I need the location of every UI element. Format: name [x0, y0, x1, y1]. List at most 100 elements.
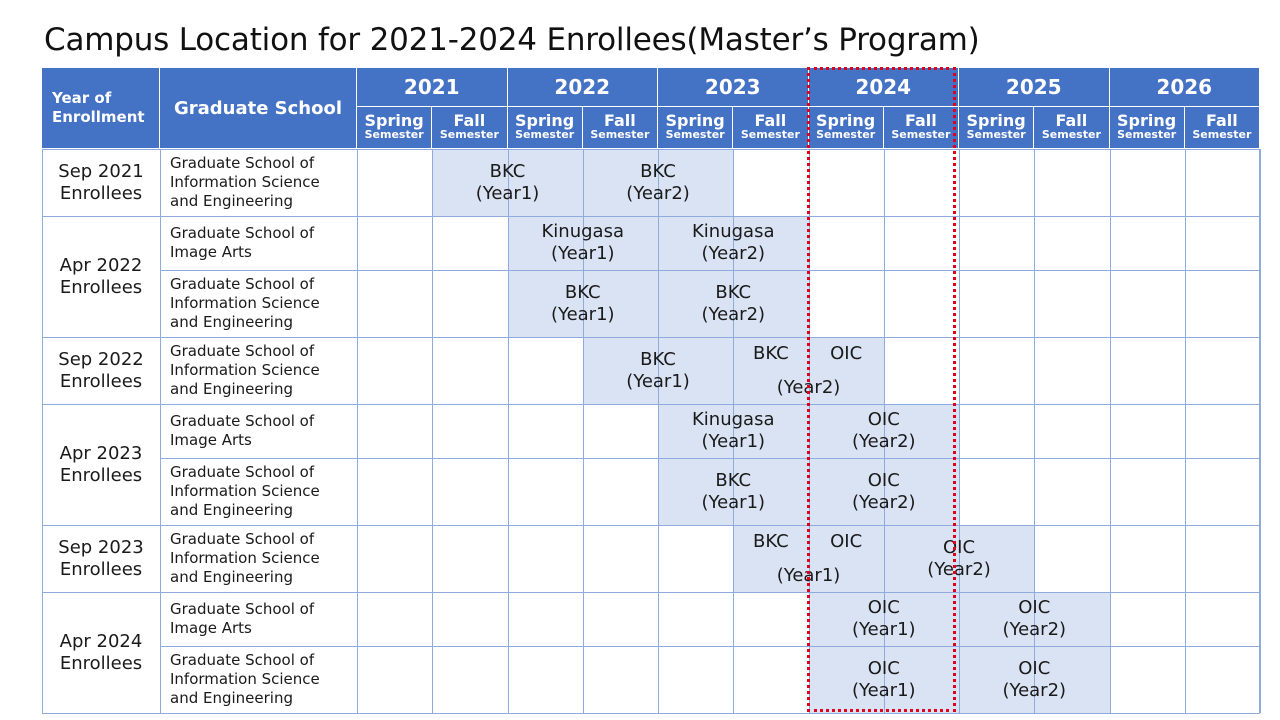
grid-line-horizontal — [42, 592, 1260, 593]
semester-label: Semester — [1192, 127, 1252, 141]
graduate-school-label: Graduate School of Information Science and… — [170, 530, 320, 586]
grid-line-vertical — [959, 149, 960, 713]
header-spring-semester-2024: Spring Semester — [808, 107, 884, 149]
enrollment-group-label: Sep 2021 Enrollees — [58, 160, 144, 204]
highlight-2024-box — [807, 67, 956, 712]
enrollment-group-label: Apr 2024 Enrollees — [59, 630, 143, 674]
semester-label: Semester — [966, 127, 1026, 141]
grid-line-horizontal — [42, 404, 1260, 405]
fall-label: Fall — [1055, 110, 1088, 130]
header-fall-semester-2023: Fall Semester — [733, 107, 809, 149]
page-title: Campus Location for 2021-2024 Enrollees(… — [44, 22, 980, 58]
fall-label: Fall — [904, 110, 937, 130]
grid-line-vertical — [42, 149, 43, 713]
fall-label: Fall — [754, 110, 787, 130]
period-label: BKC (Year1) — [550, 281, 615, 325]
grid-line-horizontal — [42, 337, 1260, 338]
grid-line-horizontal — [42, 149, 1260, 150]
semester-label: Semester — [1041, 127, 1101, 141]
header-year-2025: 2025 — [959, 68, 1110, 107]
campus-location-table: Year of Enrollment Graduate School 2021 Spri… — [42, 68, 1261, 716]
grid-line-vertical — [658, 149, 659, 713]
period-label: BKC (Year2) — [626, 160, 690, 204]
period-label: Kinugasa (Year1) — [541, 221, 625, 264]
header-year-2022: 2022 — [507, 68, 658, 107]
grid-line-vertical — [160, 149, 161, 713]
graduate-school-label: Graduate School of Information Science and… — [170, 275, 320, 331]
grid-line-vertical — [1260, 149, 1261, 713]
grid-line-horizontal — [42, 713, 1260, 714]
grid-line-vertical — [357, 149, 358, 713]
enrollment-group-label: Sep 2022 Enrollees — [58, 348, 144, 392]
header-spring-semester-2021: Spring Semester — [357, 107, 433, 149]
semester-label: Semester — [364, 127, 424, 141]
spring-label: Spring — [665, 110, 725, 130]
header-spring-semester-2022: Spring Semester — [507, 107, 583, 149]
semester-label: Semester — [439, 127, 499, 141]
graduate-school-label: Graduate School of Image Arts — [170, 224, 315, 261]
period-label: BKC (Year2) — [701, 281, 766, 325]
graduate-school-label: Graduate School of Information Science and… — [170, 342, 320, 398]
semester-label: Semester — [740, 127, 800, 141]
spring-label: Spring — [966, 110, 1026, 130]
header-spring-semester-2026: Spring Semester — [1109, 107, 1185, 149]
period-label: OIC (Year1) — [851, 597, 916, 640]
period-label: OIC (Year2) — [1002, 657, 1067, 701]
spring-label: Spring — [816, 110, 876, 130]
enrollment-group-label: Sep 2023 Enrollees — [58, 536, 144, 580]
period-label: BKC — [753, 343, 789, 364]
period-label: Kinugasa (Year2) — [692, 221, 775, 264]
grid-line-vertical — [1109, 149, 1111, 713]
grid-line-vertical — [1184, 149, 1186, 713]
header-fall-semester-2024: Fall Semester — [883, 107, 959, 149]
fall-label: Fall — [1205, 110, 1238, 130]
grid-line-horizontal — [42, 216, 1260, 217]
header-year-2026: 2026 — [1109, 68, 1260, 107]
grid-line-vertical — [883, 149, 885, 713]
period-label: OIC (Year2) — [927, 536, 991, 580]
grid-line-vertical — [432, 149, 434, 713]
period-label: BKC (Year1) — [626, 348, 690, 392]
grid-line-vertical — [733, 149, 735, 713]
header-fall-semester-2022: Fall Semester — [582, 107, 658, 149]
grid-line-vertical — [1034, 149, 1036, 713]
grid-line-vertical — [1259, 149, 1260, 713]
fall-label: Fall — [603, 110, 636, 130]
spring-label: Spring — [364, 110, 424, 130]
period-label: Kinugasa (Year1) — [692, 409, 775, 452]
grid-line-horizontal — [160, 270, 1260, 271]
grid-line-horizontal — [42, 525, 1260, 526]
semester-label: Semester — [1117, 127, 1177, 141]
period-label: OIC (Year2) — [1002, 597, 1067, 640]
header-fall-semester-2021: Fall Semester — [432, 107, 508, 149]
graduate-school-label: Graduate School of Information Science and… — [170, 463, 320, 519]
enrollment-group-label: Apr 2023 Enrollees — [59, 442, 143, 486]
semester-label: Semester — [816, 127, 876, 141]
header-spring-semester-2025: Spring Semester — [959, 107, 1035, 149]
fall-label: Fall — [453, 110, 486, 130]
grid-line-horizontal — [160, 458, 1260, 459]
period-label: BKC (Year1) — [475, 160, 540, 204]
spring-label: Spring — [515, 110, 575, 130]
header-year-2021: 2021 — [357, 68, 508, 107]
grid-line-vertical — [507, 149, 509, 713]
header-graduate-school: Graduate School — [160, 68, 357, 149]
enrollment-group-label: Apr 2022 Enrollees — [59, 254, 143, 298]
graduate-school-label: Graduate School of Image Arts — [170, 412, 315, 449]
header-fall-semester-2025: Fall Semester — [1034, 107, 1110, 149]
graduate-school-label: Graduate School of Information Science and… — [170, 154, 320, 210]
semester-label: Semester — [665, 127, 725, 141]
semester-label: Semester — [590, 127, 650, 141]
period-label: OIC — [830, 531, 863, 552]
grid-line-horizontal — [160, 646, 1260, 647]
graduate-school-label: Graduate School of Image Arts — [170, 600, 315, 637]
period-label: OIC (Year2) — [851, 469, 916, 513]
semester-label: Semester — [891, 127, 951, 141]
graduate-school-label: Graduate School of Information Science and… — [170, 651, 320, 707]
header-fall-semester-2026: Fall Semester — [1184, 107, 1260, 149]
header-year-of-enrollment: Year of Enrollment — [42, 68, 160, 149]
period-label: BKC — [753, 531, 789, 552]
header-spring-semester-2023: Spring Semester — [658, 107, 734, 149]
header-year-2023: 2023 — [658, 68, 809, 107]
period-label: OIC (Year1) — [851, 657, 916, 701]
